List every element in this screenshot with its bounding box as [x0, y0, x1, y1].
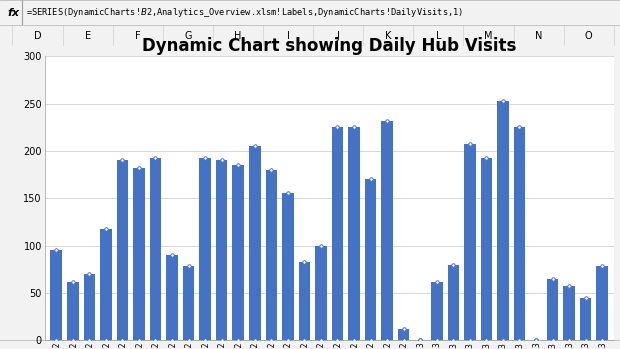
- Text: F: F: [135, 31, 141, 40]
- Text: E: E: [84, 31, 91, 40]
- Bar: [67, 282, 79, 340]
- Bar: [315, 246, 327, 340]
- Bar: [365, 179, 376, 340]
- Bar: [332, 127, 343, 340]
- Bar: [464, 144, 476, 340]
- Bar: [514, 127, 525, 340]
- Bar: [547, 279, 559, 340]
- Bar: [448, 265, 459, 340]
- Text: fx: fx: [7, 8, 19, 18]
- Bar: [265, 170, 277, 340]
- Bar: [431, 282, 443, 340]
- Bar: [84, 274, 95, 340]
- Bar: [183, 266, 195, 340]
- Bar: [166, 255, 178, 340]
- Bar: [232, 165, 244, 340]
- Bar: [100, 230, 112, 340]
- Bar: [480, 157, 492, 340]
- Text: L: L: [436, 31, 441, 40]
- Text: =SERIES(DynamicCharts!$B$2,Analytics_Overview.xlsm!Labels,DynamicCharts!DailyVis: =SERIES(DynamicCharts!$B$2,Analytics_Ove…: [26, 6, 463, 19]
- Bar: [249, 146, 260, 340]
- Bar: [200, 157, 211, 340]
- Bar: [497, 101, 509, 340]
- Text: G: G: [184, 31, 192, 40]
- Bar: [117, 160, 128, 340]
- Text: K: K: [385, 31, 391, 40]
- Bar: [381, 121, 393, 340]
- Text: I: I: [286, 31, 290, 40]
- Text: J: J: [337, 31, 340, 40]
- Text: O: O: [585, 31, 593, 40]
- Title: Dynamic Chart showing Daily Hub Visits: Dynamic Chart showing Daily Hub Visits: [142, 37, 516, 55]
- Text: H: H: [234, 31, 242, 40]
- Bar: [580, 298, 591, 340]
- Bar: [133, 168, 144, 340]
- Bar: [50, 250, 62, 340]
- Text: M: M: [484, 31, 493, 40]
- Bar: [149, 158, 161, 340]
- Bar: [348, 127, 360, 340]
- Bar: [596, 266, 608, 340]
- Bar: [299, 262, 310, 340]
- Bar: [564, 286, 575, 340]
- Bar: [282, 193, 294, 340]
- Bar: [216, 160, 228, 340]
- Text: D: D: [33, 31, 42, 40]
- Text: N: N: [535, 31, 542, 40]
- Bar: [398, 329, 409, 340]
